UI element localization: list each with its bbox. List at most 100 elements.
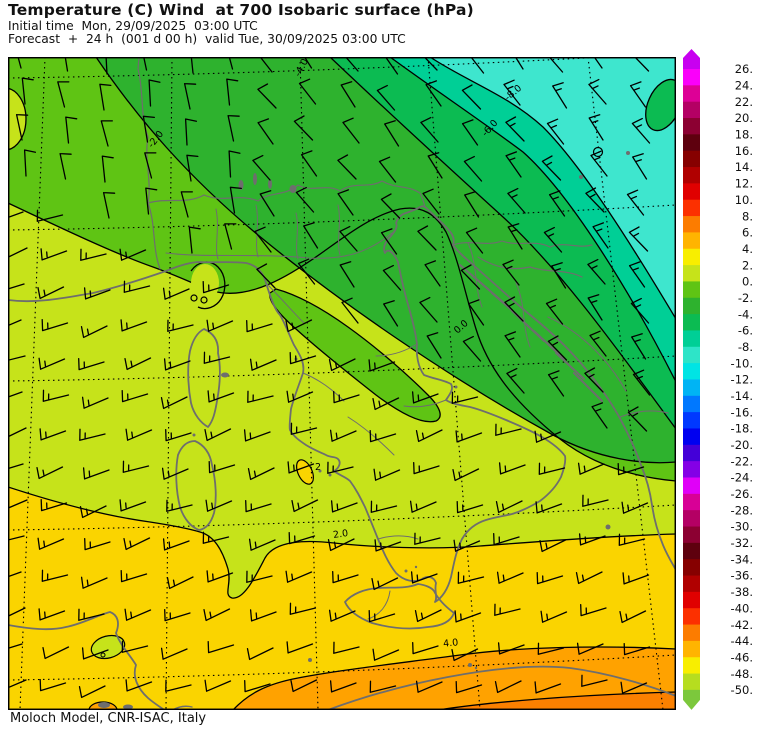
colorbar-tick-label: 0. xyxy=(742,275,753,289)
colorbar-segment xyxy=(683,527,700,544)
colorbar-tick-label: -48. xyxy=(731,667,753,681)
colorbar-tick-label: 24. xyxy=(735,79,753,93)
colorbar-tick-label: -38. xyxy=(731,585,753,599)
colorbar-tick-label: -22. xyxy=(731,454,753,468)
weather-chart-page: Temperature (C) Wind at 700 Isobaric sur… xyxy=(0,0,760,731)
colorbar-tick-label: -26. xyxy=(731,487,753,501)
colorbar-segment xyxy=(683,494,700,511)
island-or-lake xyxy=(290,185,297,193)
colorbar-tick-label: 2. xyxy=(742,258,753,272)
colorbar-tick-label: -20. xyxy=(731,438,753,452)
colorbar-segment xyxy=(683,510,700,527)
colorbar-segment xyxy=(683,641,700,658)
colorbar-segment xyxy=(683,576,700,593)
colorbar-tick-label: -30. xyxy=(731,520,753,534)
colorbar-tick-label: -32. xyxy=(731,536,753,550)
small-island xyxy=(468,663,472,667)
colorbar-tick-label: -42. xyxy=(731,618,753,632)
colorbar-tick-label: -24. xyxy=(731,471,753,485)
colorbar-segment xyxy=(683,314,700,331)
colorbar-segment xyxy=(683,461,700,478)
colorbar-segment xyxy=(683,592,700,609)
contour-label: 2 xyxy=(315,462,321,473)
colorbar-segment xyxy=(683,657,700,674)
colorbar-tick-label: -14. xyxy=(731,389,753,403)
contour-label: 2.0 xyxy=(332,528,348,541)
weather-map: -8.0-6.0-4.0-2.00.02.024.0 26.24.22.20.1… xyxy=(0,0,760,731)
colorbar-segment xyxy=(683,265,700,282)
colorbar-segment xyxy=(683,167,700,184)
colorbar-segment xyxy=(683,412,700,429)
colorbar-segment xyxy=(683,396,700,413)
colorbar-tick-label: -28. xyxy=(731,503,753,517)
colorbar-arrow-top xyxy=(683,49,700,69)
small-island xyxy=(405,570,408,573)
colorbar-tick-label: -10. xyxy=(731,356,753,370)
colorbar-tick-label: -6. xyxy=(738,324,753,338)
colorbar-segment xyxy=(683,625,700,642)
small-island xyxy=(415,566,417,568)
colorbar-tick-label: 4. xyxy=(742,242,753,256)
colorbar-segment xyxy=(683,183,700,200)
colorbar-segment xyxy=(683,134,700,151)
small-island xyxy=(579,175,583,179)
colorbar-segment xyxy=(683,281,700,298)
model-credit: Moloch Model, CNR-ISAC, Italy xyxy=(10,711,206,726)
colorbar-tick-label: -8. xyxy=(738,340,753,354)
colorbar-segment xyxy=(683,559,700,576)
small-island xyxy=(475,667,477,669)
colorbar-tick-label: 14. xyxy=(735,160,753,174)
colorbar-tick-label: -12. xyxy=(731,373,753,387)
colorbar-segment xyxy=(683,216,700,233)
colorbar-tick-label: -4. xyxy=(738,307,753,321)
colorbar-tick-label: 12. xyxy=(735,177,753,191)
colorbar-segment xyxy=(683,608,700,625)
contour-label: 4.0 xyxy=(443,637,459,650)
colorbar-segment xyxy=(683,69,700,86)
colorbar-segment xyxy=(683,379,700,396)
colorbar-tick-label: -40. xyxy=(731,601,753,615)
colorbar-tick-label: -2. xyxy=(738,291,753,305)
colorbar-segment xyxy=(683,330,700,347)
colorbar-tick-label: 20. xyxy=(735,111,753,125)
colorbar: 26. 24. 22. 20. 18. 16. 14. 12. 10. 8. 6. 4. 2. 0. -2.… xyxy=(683,49,753,710)
colorbar-segment xyxy=(683,478,700,495)
colorbar-tick-label: 10. xyxy=(735,193,753,207)
colorbar-segment xyxy=(683,428,700,445)
colorbar-segment xyxy=(683,543,700,560)
colorbar-tick-label: -44. xyxy=(731,634,753,648)
colorbar-segment xyxy=(683,445,700,462)
colorbar-arrow-bottom xyxy=(683,690,700,710)
colorbar-tick-label: -50. xyxy=(731,683,753,697)
colorbar-segment xyxy=(683,232,700,249)
colorbar-segment xyxy=(683,118,700,135)
colorbar-tick-label: 22. xyxy=(735,95,753,109)
small-island xyxy=(606,525,611,530)
colorbar-tick-label: -36. xyxy=(731,569,753,583)
colorbar-segment xyxy=(683,85,700,102)
colorbar-segment xyxy=(683,102,700,119)
colorbar-segment xyxy=(683,347,700,364)
small-island xyxy=(193,434,196,437)
colorbar-tick-label: 18. xyxy=(735,128,753,142)
small-island xyxy=(626,151,630,155)
colorbar-tick-label: 6. xyxy=(742,226,753,240)
colorbar-segment xyxy=(683,363,700,380)
colorbar-tick-label: -16. xyxy=(731,405,753,419)
colorbar-tick-label: 8. xyxy=(742,209,753,223)
colorbar-segment xyxy=(683,200,700,217)
island-or-lake xyxy=(221,373,229,378)
colorbar-tick-label: -46. xyxy=(731,650,753,664)
colorbar-tick-label: 26. xyxy=(735,62,753,76)
colorbar-tick-label: 16. xyxy=(735,144,753,158)
colorbar-segment xyxy=(683,249,700,266)
colorbar-tick-label: -18. xyxy=(731,422,753,436)
colorbar-tick-label: -34. xyxy=(731,552,753,566)
small-island xyxy=(329,474,332,477)
colorbar-segment xyxy=(683,298,700,315)
colorbar-segment xyxy=(683,674,700,691)
island-or-lake xyxy=(98,702,110,708)
island-or-lake xyxy=(253,173,257,185)
liguria-eddy-fill xyxy=(191,264,219,302)
colorbar-segment xyxy=(683,151,700,168)
